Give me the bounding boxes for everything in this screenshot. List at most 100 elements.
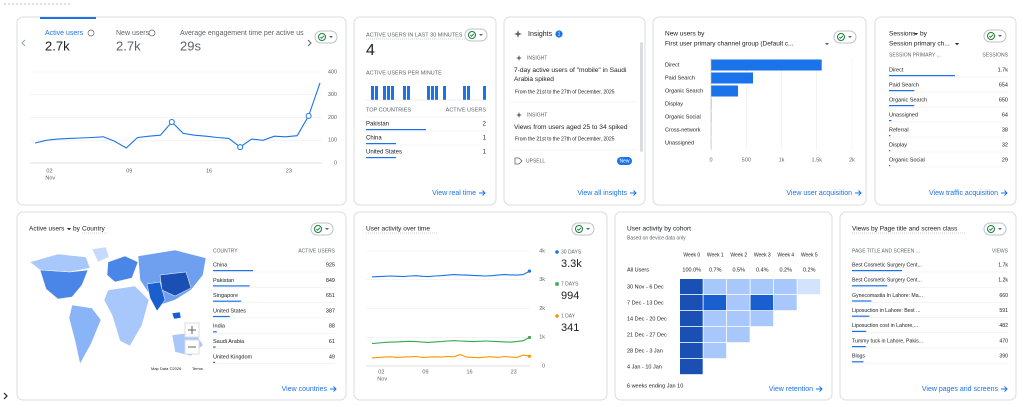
badge — [555, 30, 563, 38]
cohort-cell — [727, 327, 750, 343]
row-value: 1.2k — [998, 278, 1008, 284]
bar — [403, 86, 406, 100]
caret — [848, 36, 852, 38]
insight-text: Views from users aged 25 to 34 spiked — [514, 124, 628, 131]
next-arrow[interactable] — [307, 39, 312, 47]
end-point — [527, 269, 532, 273]
arrow-icon — [816, 386, 823, 392]
column-header: Week 0 — [683, 252, 700, 258]
caret[interactable] — [825, 43, 829, 46]
caret — [329, 36, 333, 38]
check-icon — [987, 32, 995, 40]
caret[interactable] — [67, 228, 71, 231]
metric-selector[interactable]: Active users — [29, 226, 65, 233]
row-label: United States — [366, 150, 402, 156]
row-value: 1 — [483, 150, 487, 156]
x-tick-label: 16 — [467, 369, 473, 375]
link[interactable]: View traffic acquisition — [929, 190, 998, 197]
bar — [711, 59, 822, 71]
column-header: ACTIVE USERS — [298, 248, 335, 254]
title-connector: by — [73, 226, 81, 233]
dimension-selector[interactable]: Country — [82, 226, 106, 233]
legend-label: 30 DAYS — [561, 249, 582, 255]
row-label: Blogs — [852, 354, 865, 360]
insight-tag: INSIGHT — [527, 112, 547, 118]
data-line — [34, 82, 321, 149]
row-value: 591 — [999, 308, 1008, 314]
cohort-cell — [680, 279, 703, 295]
point — [305, 112, 312, 119]
map-region — [91, 246, 110, 263]
bar — [483, 86, 486, 100]
new-badge-label: New — [619, 159, 629, 165]
cohort-cell — [727, 311, 750, 327]
row-value: 49 — [329, 354, 335, 360]
dimension-selector[interactable]: Session primary ch... — [889, 41, 950, 48]
check-mark — [577, 227, 582, 231]
check-icon — [468, 31, 476, 39]
column-header: Week 4 — [777, 252, 794, 258]
caret[interactable] — [955, 43, 959, 46]
row-value: 390 — [999, 354, 1008, 360]
check-mark — [989, 227, 994, 231]
dimension-label[interactable]: First user primary channel group (Defaul… — [665, 41, 794, 48]
row-value: 925 — [326, 262, 335, 268]
tab-label[interactable]: Average engagement time per active us — [180, 30, 304, 37]
row-label: Unassigned — [889, 112, 918, 118]
cell-value: 0.2% — [803, 267, 816, 273]
link[interactable]: View real time — [432, 190, 476, 197]
category-label: Display — [665, 101, 683, 107]
insight-text-box: Views from users aged 25 to 34 spiked — [514, 124, 628, 131]
link[interactable]: View pages and screens — [922, 386, 999, 393]
y-tick-label: 1k — [539, 335, 545, 341]
row-bar — [852, 315, 870, 317]
y-tick-label: 2k — [539, 306, 545, 312]
link[interactable]: View all insights — [577, 190, 627, 197]
row-label: United Kingdom — [213, 354, 253, 360]
cohort-cell — [727, 279, 750, 295]
link[interactable]: View user acquisition — [786, 190, 852, 197]
link[interactable]: View retention — [769, 386, 813, 393]
expand-icon[interactable] — [3, 392, 8, 400]
arrow-icon — [1001, 386, 1008, 392]
row-label: 21 Dec - 27 Dec — [627, 332, 667, 338]
row-value: 470 — [999, 338, 1008, 344]
row-label: 30 Nov - 6 Dec — [627, 284, 664, 290]
caret[interactable] — [914, 33, 918, 36]
row-value: 482 — [999, 323, 1008, 329]
row-value: 849 — [326, 278, 335, 284]
x-tick-label: 1.5k — [812, 157, 823, 163]
tab-value: 2.7k — [116, 38, 141, 53]
tab-label[interactable]: New users — [116, 30, 150, 37]
tab-value: 29s — [180, 38, 201, 53]
tab-label[interactable]: Active users — [45, 30, 84, 37]
row-bar — [852, 285, 888, 287]
cohort-cell — [750, 311, 774, 327]
cohort-cell — [680, 343, 703, 359]
row-value: 88 — [329, 324, 335, 330]
x-sublabel: Nov — [377, 376, 387, 382]
column-header: Week 5 — [801, 252, 818, 258]
metric-selector[interactable]: Sessions — [889, 31, 916, 38]
row-label: India — [213, 324, 226, 330]
sparkle-icon — [516, 112, 522, 118]
row-label: Gynecomastia In Lahore: Ma... — [852, 293, 923, 299]
sparkle-icon — [514, 30, 522, 38]
row-label: China — [213, 262, 228, 268]
y-tick-label: 4k — [539, 248, 545, 254]
row-label: Paid Search — [889, 82, 919, 88]
row-label: Pakistan — [366, 122, 389, 128]
section-title: ACTIVE USERS PER MINUTE — [366, 70, 442, 76]
caret — [998, 228, 1002, 230]
insight-text-box: 7-day active users of "mobile" in Saudi … — [514, 67, 626, 83]
row-bar — [852, 270, 902, 272]
row-value: 1.7k — [998, 262, 1008, 268]
link[interactable]: View countries — [282, 386, 328, 393]
map-region — [106, 255, 139, 283]
x-tick-label: 16 — [206, 168, 212, 174]
map-terms[interactable]: Terms — [192, 366, 203, 371]
x-tick-label: 500 — [742, 157, 751, 163]
prev-arrow[interactable] — [21, 39, 26, 47]
card-title: Insights — [528, 31, 553, 38]
cohort-cell — [774, 295, 797, 311]
